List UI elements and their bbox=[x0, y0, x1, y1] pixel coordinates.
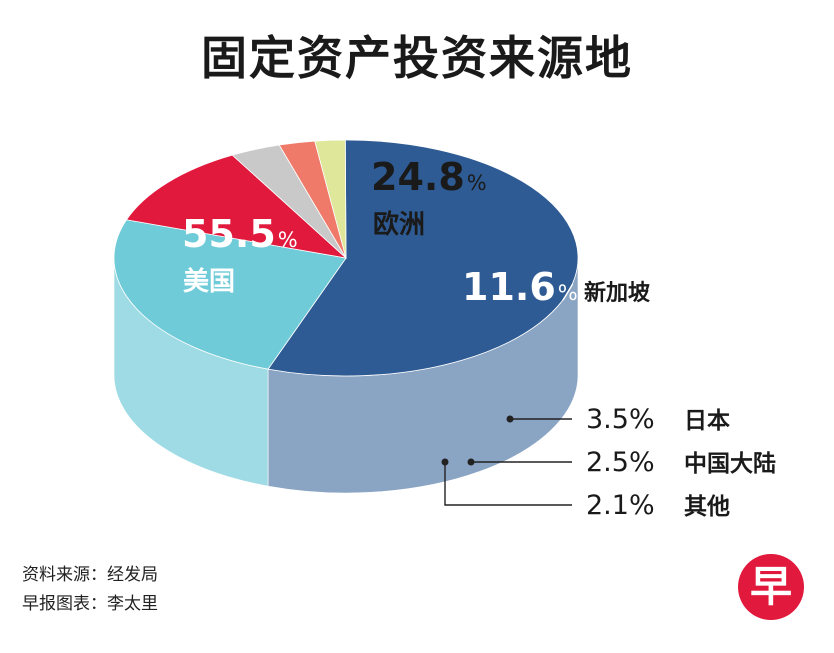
logo-circle bbox=[738, 554, 804, 620]
callout-value-5: 2.1% bbox=[586, 490, 655, 521]
leader-dot-5 bbox=[441, 458, 449, 466]
callout-label-3: 日本 bbox=[684, 408, 730, 434]
value-label-1: 24.8% bbox=[371, 155, 487, 199]
value-label-2: 11.6% bbox=[462, 265, 578, 309]
callout-value-3: 3.5% bbox=[586, 404, 655, 435]
data-source: 资料来源：经发局 bbox=[22, 565, 158, 585]
logo-text: 早 bbox=[750, 562, 792, 611]
pie-slice-1 bbox=[113, 219, 347, 370]
leader-line-5 bbox=[444, 462, 572, 506]
chart-credit: 早报图表：李太里 bbox=[22, 594, 158, 614]
pie-labels: 55.5% 美国 24.8% 欧洲 11.6% 新加坡 3.5% 日本 2.5% 中国大陆 2.1%… bbox=[182, 155, 776, 521]
pie-tops bbox=[113, 139, 579, 377]
leader-dot-4 bbox=[467, 458, 475, 466]
callout-label-5: 其他 bbox=[684, 494, 730, 520]
slice-label-2: 新加坡 bbox=[584, 280, 650, 306]
zaobao-logo: 早 bbox=[738, 554, 804, 620]
callout-value-4: 2.5% bbox=[586, 447, 655, 478]
chart-title: 固定资产投资来源地 bbox=[201, 31, 633, 85]
slice-label-0: 美国 bbox=[183, 266, 235, 297]
value-label-0: 55.5% bbox=[182, 212, 298, 256]
slice-label-1: 欧洲 bbox=[373, 209, 425, 240]
pie-slice-0 bbox=[267, 139, 579, 377]
callout-label-4: 中国大陆 bbox=[684, 451, 776, 477]
leader-dot-3 bbox=[506, 415, 514, 423]
pie-slice-5 bbox=[314, 139, 347, 259]
pie-slice-2 bbox=[125, 154, 348, 259]
